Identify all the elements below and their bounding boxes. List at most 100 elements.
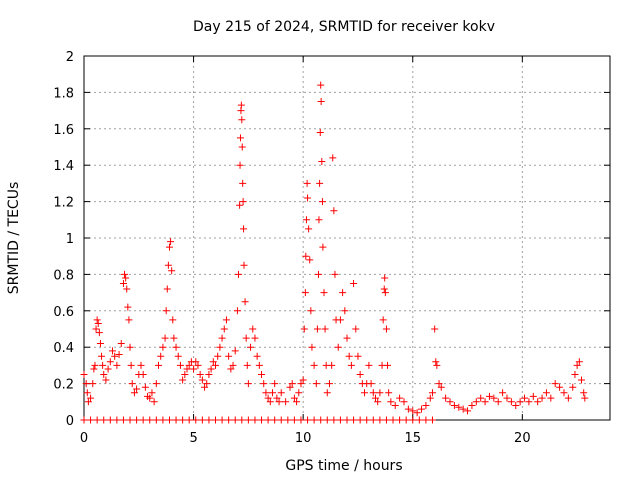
data-point [382,325,390,333]
data-point [99,361,107,369]
data-point [162,307,170,315]
data-point [220,325,228,333]
data-point [258,416,266,424]
data-point [93,416,101,424]
data-point [306,256,314,264]
data-point [297,416,305,424]
y-tick-label: 0.4 [53,341,74,356]
data-point [512,401,520,409]
data-point [277,389,285,397]
data-point [319,243,327,251]
y-axis-label: SRMTID / TECUs [6,182,22,295]
data-point [222,316,230,324]
x-tick-label: 20 [514,431,531,446]
data-point [80,416,88,424]
data-point [556,383,564,391]
data-point [432,358,440,366]
data-point [137,361,145,369]
data-point [128,380,136,388]
data-point [167,238,175,246]
data-point [185,416,193,424]
data-point [100,371,108,378]
data-point [313,325,321,333]
data-point [437,383,445,391]
data-point [205,416,213,424]
data-point [330,207,338,215]
data-point [343,416,351,424]
data-point [304,194,312,202]
data-point [391,401,399,409]
data-point [472,398,480,406]
data-point [384,361,392,369]
data-point [339,289,347,297]
data-point [343,334,351,342]
data-point [275,398,283,406]
data-point [225,416,233,424]
data-point [426,394,434,402]
data-point [87,416,95,424]
data-point [387,398,395,406]
data-point [305,225,313,233]
data-point [266,398,274,406]
data-point [150,398,158,406]
data-point [231,416,239,424]
data-point [271,380,279,388]
data-point [155,361,163,369]
data-point [580,389,588,397]
data-point [316,179,324,187]
data-point [361,389,369,397]
data-point [123,285,131,293]
data-point [297,380,305,388]
x-tick-label: 5 [189,431,197,446]
data-point [347,361,355,369]
data-point [92,325,100,333]
data-point [139,371,147,378]
data-point [93,316,101,324]
data-point [320,289,328,297]
data-point [146,416,154,424]
data-point [379,316,387,324]
data-point [198,376,206,384]
data-point [284,416,292,424]
data-point [98,352,106,360]
data-point [106,416,114,424]
x-tick-label: 0 [80,431,88,446]
data-point [190,365,198,373]
x-axis-label: GPS time / hours [285,458,402,474]
data-point [164,261,172,269]
data-point [130,389,138,397]
data-point [159,416,167,424]
data-point [192,416,200,424]
data-point [148,389,156,397]
data-point [127,361,135,369]
data-point [152,380,160,388]
data-point [573,361,581,369]
chart-title: Day 215 of 2024, SRMTID for receiver kok… [193,19,495,35]
data-point [300,325,308,333]
data-point [446,398,454,406]
data-point [157,352,165,360]
data-point [538,394,546,402]
data-point [330,416,338,424]
data-point [170,334,178,342]
data-point [315,216,323,224]
data-point [402,416,410,424]
data-point [207,365,215,373]
data-point [382,416,390,424]
data-point [389,416,397,424]
data-point [255,361,263,369]
data-point [409,407,417,415]
data-point [161,334,169,342]
data-point [253,352,261,360]
data-point [328,361,336,369]
y-tick-label: 1 [66,232,74,247]
data-point [317,98,325,105]
data-point [477,394,485,402]
data-point [571,371,579,378]
data-point [542,389,550,397]
data-point [251,334,259,342]
data-point [334,343,342,351]
data-point [264,416,272,424]
data-point [409,416,417,424]
